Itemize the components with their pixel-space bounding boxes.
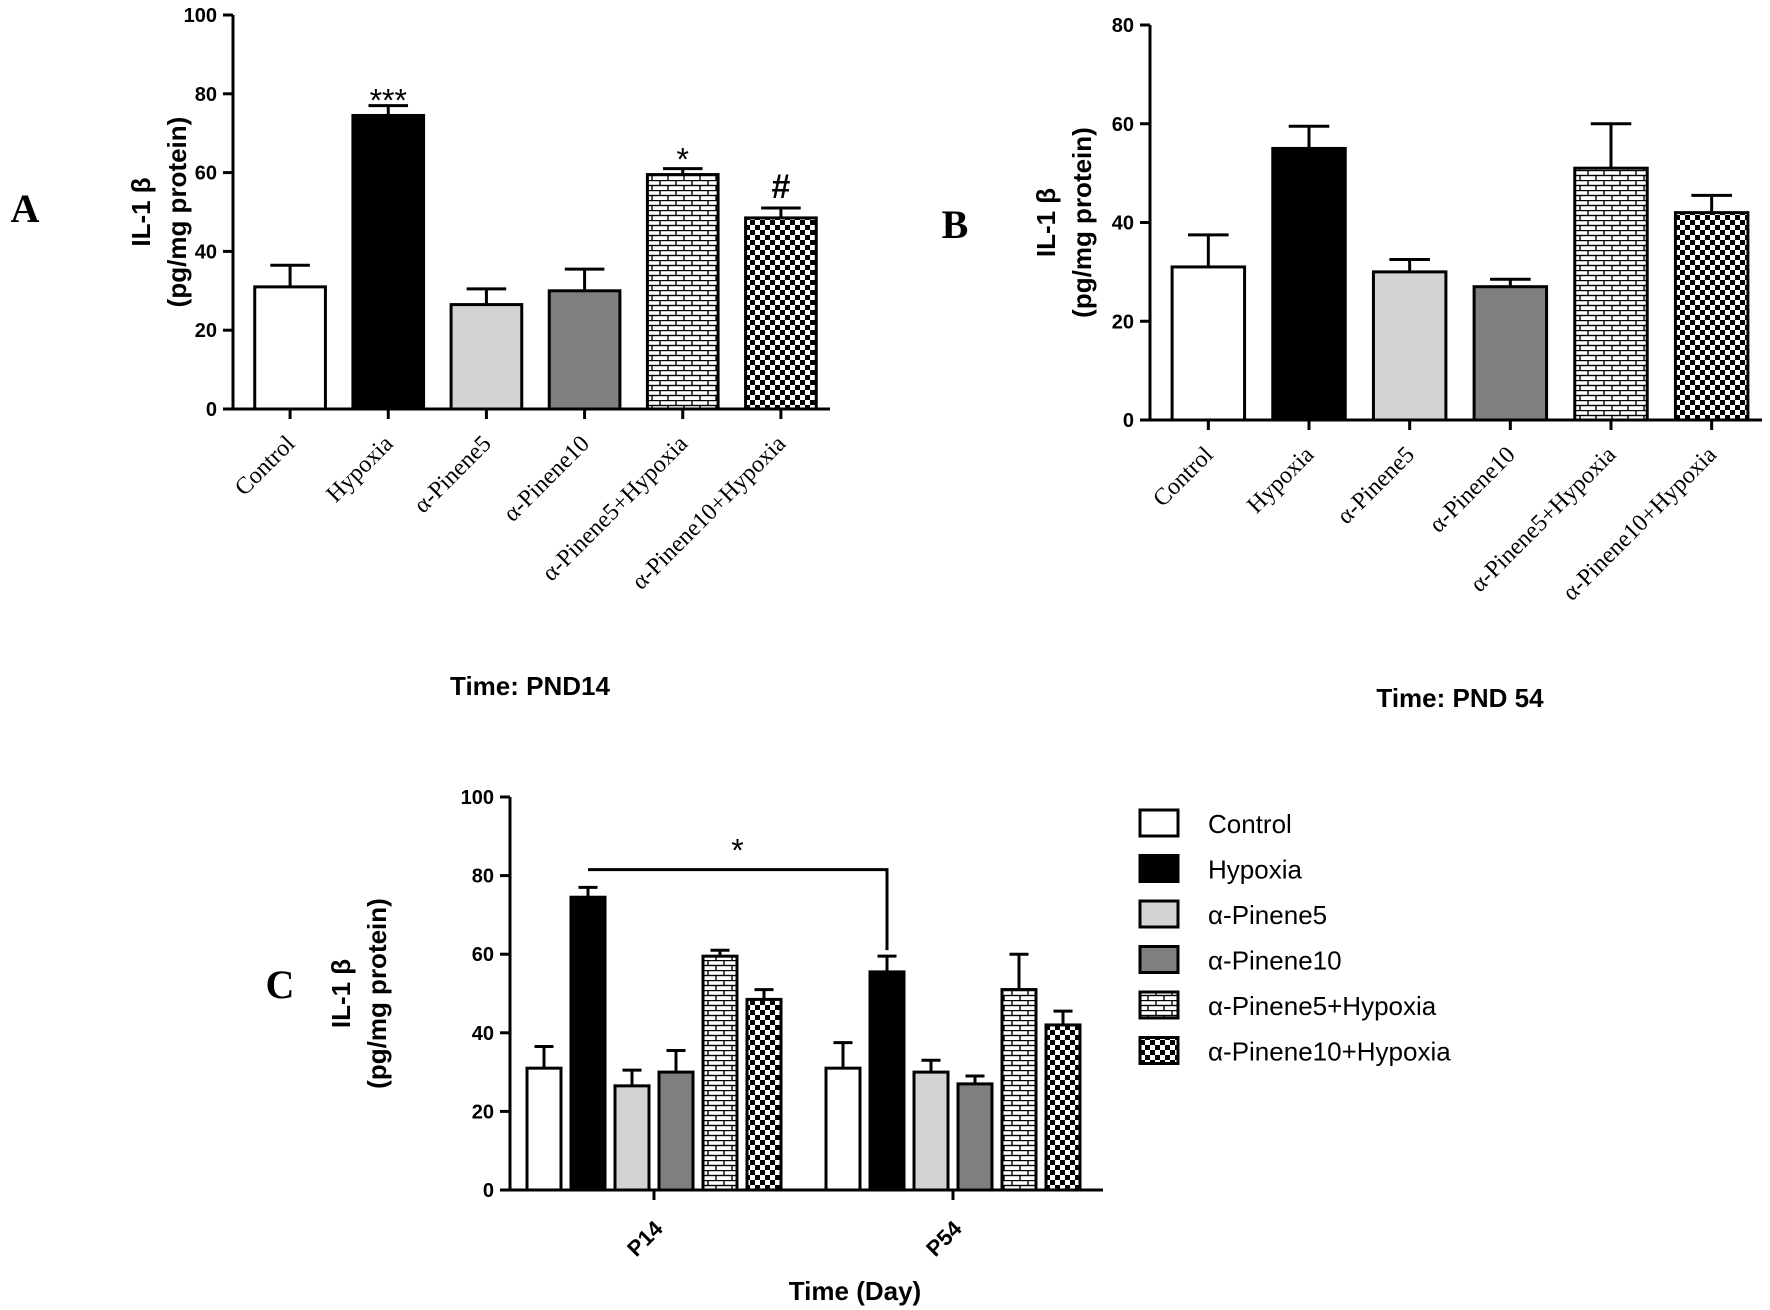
x-axis-title: Time: PND14	[450, 671, 610, 701]
bar-2	[613, 1084, 651, 1192]
legend-swatch	[1138, 899, 1180, 929]
legend: Control Hypoxia α-Pinene5 α-Pinene10 α-Pinen…	[1138, 808, 1451, 1067]
y-tick-label: 20	[1112, 311, 1134, 333]
x-tick-label: P14	[622, 1215, 668, 1261]
bar-2	[1371, 270, 1448, 422]
y-axis-label: IL-1 β (pg/mg protein)	[126, 117, 192, 308]
y-axis-label-line1: IL-1 β	[326, 959, 356, 1028]
x-tick-label: α-Pinene5	[409, 431, 497, 519]
legend-entry: α-Pinene10+Hypoxia	[1208, 1037, 1451, 1067]
legend-swatch	[1138, 854, 1180, 883]
bar-4	[1573, 166, 1649, 422]
y-tick-label: 20	[195, 320, 217, 342]
panel-b: 0 20 40 60 80 IL-1 β (pg/mg protein) B Control Hy…	[942, 15, 1762, 713]
y-axis-label: IL-1 β (pg/mg protein)	[1031, 127, 1097, 318]
bar-5	[1044, 1023, 1082, 1192]
x-tick-label: Hypoxia	[322, 431, 399, 508]
y-tick-label: 60	[1112, 114, 1134, 136]
y-tick-label: 40	[195, 241, 217, 263]
bar-5	[744, 216, 818, 411]
panel-c: 0 20 40 60 80 100 IL-1 β (pg/mg protein) C P14 P54…	[266, 787, 1452, 1306]
x-tick-label: α-Pinene5	[1332, 442, 1420, 530]
y-axis-label-line2: (pg/mg protein)	[162, 117, 192, 308]
bar-4	[701, 954, 739, 1192]
legend-entry: Hypoxia	[1208, 855, 1302, 885]
x-axis-title: Time: PND 54	[1376, 683, 1544, 713]
bar-2	[912, 1070, 950, 1192]
bar-1	[1271, 146, 1347, 422]
significance-marker: #	[771, 168, 790, 206]
bar-5	[1673, 211, 1750, 422]
y-tick-label: 0	[1123, 410, 1134, 432]
legend-swatch	[1138, 990, 1180, 1020]
x-tick-label: α-Pinene10	[1424, 442, 1520, 538]
y-axis-label-line2: (pg/mg protein)	[1067, 127, 1097, 318]
bar-3	[956, 1082, 994, 1192]
x-tick-label: Hypoxia	[1242, 442, 1319, 519]
legend-entry: Control	[1208, 809, 1292, 839]
x-tick-label: α-Pinene10	[499, 431, 595, 527]
bar-0	[1170, 265, 1247, 422]
bar-2	[449, 303, 524, 411]
bar-5	[745, 997, 783, 1192]
significance-marker: ***	[370, 83, 407, 119]
y-tick-label: 80	[195, 84, 217, 106]
panel-a: 0 20 40 60 80 100 IL-1 β (pg/mg protein) A Contro…	[11, 5, 830, 701]
panel-label: C	[266, 962, 295, 1007]
bar-3	[547, 289, 622, 411]
x-tick-label: Control	[1148, 442, 1218, 512]
bar-0	[824, 1066, 862, 1192]
y-tick-label: 80	[472, 866, 494, 888]
bar-4	[645, 173, 720, 411]
bar-0	[525, 1066, 563, 1192]
bar-1	[868, 970, 906, 1192]
bar-1	[351, 113, 426, 411]
comparison-bracket	[588, 868, 889, 951]
bar-3	[1472, 285, 1549, 422]
y-tick-label: 40	[472, 1023, 494, 1045]
x-tick-label: P54	[921, 1215, 967, 1261]
legend-swatch	[1138, 808, 1180, 838]
y-axis-label-line1: IL-1 β	[126, 177, 156, 246]
comparison-marker: *	[731, 833, 743, 869]
x-tick-label: Control	[230, 431, 300, 501]
y-tick-label: 60	[195, 163, 217, 185]
legend-entry: α-Pinene5+Hypoxia	[1208, 991, 1437, 1021]
significance-marker: *	[677, 142, 689, 178]
y-tick-label: 20	[472, 1101, 494, 1123]
panel-label: A	[11, 186, 40, 231]
y-axis-label: IL-1 β (pg/mg protein)	[326, 898, 392, 1089]
y-axis-label-line2: (pg/mg protein)	[362, 898, 392, 1089]
x-axis-title: Time (Day)	[789, 1276, 921, 1306]
y-tick-label: 60	[472, 944, 494, 966]
y-tick-label: 40	[1112, 213, 1134, 235]
legend-swatch	[1138, 945, 1180, 974]
bar-4	[1000, 988, 1038, 1192]
panel-label: B	[942, 202, 969, 247]
bar-3	[657, 1070, 695, 1192]
y-axis-label-line1: IL-1 β	[1031, 188, 1061, 257]
y-tick-label: 100	[184, 5, 217, 27]
y-tick-label: 80	[1112, 15, 1134, 37]
legend-entry: α-Pinene10	[1208, 946, 1342, 976]
y-tick-label: 0	[483, 1180, 494, 1202]
bar-1	[569, 895, 607, 1192]
legend-entry: α-Pinene5	[1208, 900, 1327, 930]
legend-swatch	[1138, 1036, 1180, 1065]
y-tick-label: 100	[461, 787, 494, 809]
bar-0	[253, 285, 327, 411]
y-tick-label: 0	[206, 399, 217, 421]
